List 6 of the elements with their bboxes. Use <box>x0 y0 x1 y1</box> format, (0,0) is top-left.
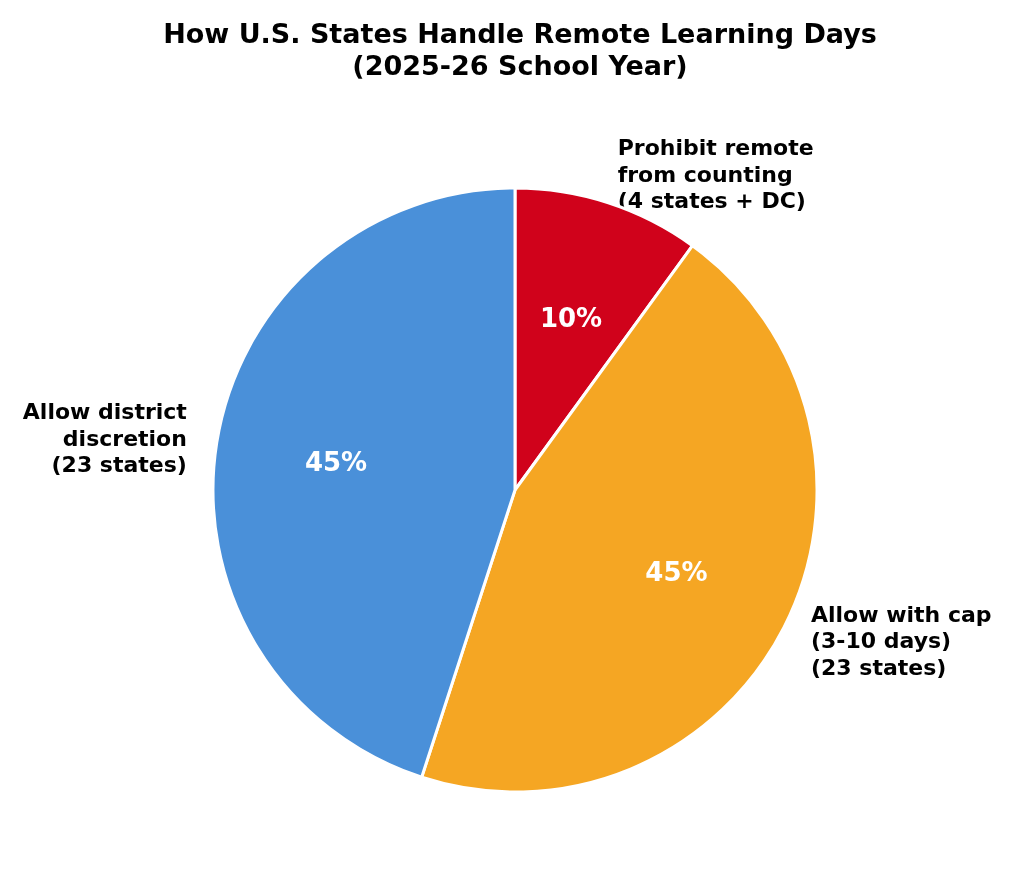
data-label: 10% <box>539 302 603 333</box>
data-label: 45% <box>304 446 368 477</box>
chart-title: How U.S. States Handle Remote Learning Days (2025-26 School Year) <box>163 17 877 81</box>
slice-label: Allow district discretion (23 states) <box>22 399 188 478</box>
slice-label: Allow with cap (3-10 days) (23 states) <box>810 601 992 680</box>
data-label: 45% <box>645 557 708 588</box>
